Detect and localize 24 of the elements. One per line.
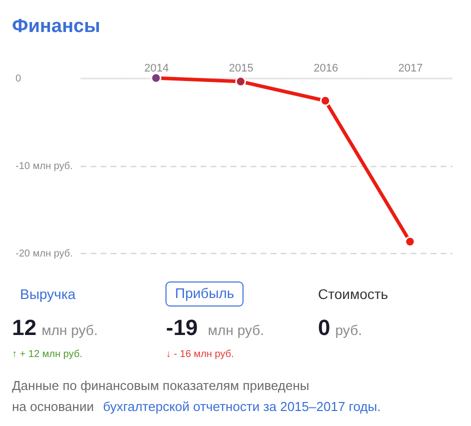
point [320, 95, 331, 106]
x-tick-label: 2014 [144, 62, 169, 74]
text: ↑ + 12 млн руб. [12, 349, 82, 360]
x-tick-label: 2015 [228, 62, 254, 74]
text: Прибыль [175, 285, 234, 301]
point [150, 72, 162, 84]
point [235, 76, 246, 87]
point [404, 236, 416, 247]
text: Выручка [20, 286, 76, 302]
text: бухгалтерской отчетности за 2015–2017 годы. [103, 399, 381, 414]
text: млн руб. [42, 322, 98, 338]
y-tick-label: 0 [16, 74, 22, 84]
text: 12 [12, 315, 36, 340]
chart-title: Финансы [12, 16, 100, 37]
x-tick-label: 2016 [314, 62, 338, 74]
y-tick-label: -10 млн руб. [16, 161, 73, 172]
text: млн руб. [208, 322, 264, 338]
y-tick-label: -20 млн руб. [16, 248, 73, 260]
text: Стоимость [318, 286, 388, 302]
x-tick-label: 2017 [398, 62, 423, 74]
text: -19 [166, 315, 198, 340]
text: 0 [318, 315, 330, 340]
text: ↓ - 16 млн руб. [166, 349, 234, 360]
text: руб. [335, 322, 362, 338]
